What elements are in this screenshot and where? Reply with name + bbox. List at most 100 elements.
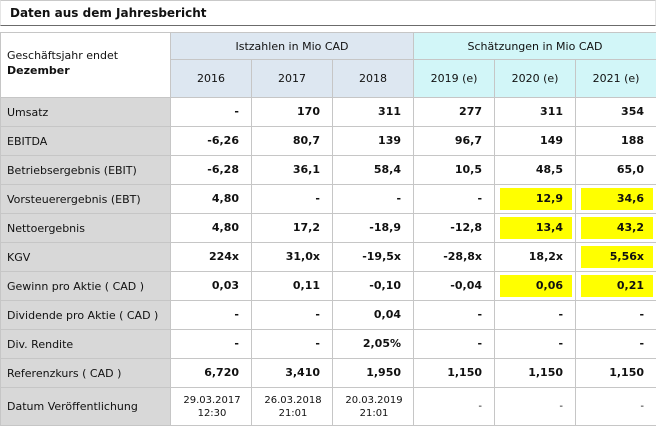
value-cell: - — [494, 300, 577, 330]
years-row: 2016 2017 2018 2019 (e) 2020 (e) 2021 (e… — [1, 59, 656, 98]
cell-value: - — [639, 336, 645, 350]
value-cell: 1,950 — [331, 358, 415, 388]
value-cell: 0,04 — [331, 300, 415, 330]
highlighted-value: 13,4 — [500, 216, 573, 240]
value-cell: 10,5 — [413, 155, 496, 185]
highlighted-value: 5,56x — [581, 245, 654, 269]
cell-value: 29.03.2017 12:30 — [183, 394, 241, 419]
group-header-actuals: Istzahlen in Mio CAD — [169, 32, 415, 60]
cell-value: - — [639, 307, 645, 321]
table-head: Geschäftsjahr endet Dezember Istzahlen i… — [0, 32, 656, 98]
value-cell: 96,7 — [413, 126, 496, 156]
table-row: KGV 224x 31,0x -19,5x -28,8x 18,2x 5,56x — [0, 242, 656, 272]
cell-value: 36,1 — [292, 162, 320, 176]
year-header-2020e: 2020 (e) — [494, 59, 577, 98]
value-cell: -0,04 — [413, 271, 496, 301]
value-cell: -28,8x — [413, 242, 496, 272]
table-row: Nettoergebnis 4,80 17,2 -18,9 -12,8 13,4 43,2 — [0, 213, 656, 243]
row-label: Betriebsergebnis (EBIT) — [0, 155, 171, 185]
value-cell: 18,2x — [494, 242, 577, 272]
cell-value: 31,0x — [285, 249, 320, 263]
group-header-estimates: Schätzungen in Mio CAD — [413, 32, 656, 60]
cell-value: 1,150 — [447, 365, 483, 379]
cell-value: 6,720 — [204, 365, 239, 379]
cell-value: -28,8x — [443, 249, 483, 263]
year-header-2021e: 2021 (e) — [575, 59, 656, 98]
value-cell: - — [413, 300, 496, 330]
value-cell: 149 — [494, 126, 577, 156]
page-title: Daten aus dem Jahresbericht — [0, 0, 656, 26]
cell-value: 188 — [621, 133, 645, 147]
value-cell: 311 — [331, 97, 415, 127]
cell-value: 26.03.2018 21:01 — [264, 394, 322, 419]
value-cell: 354 — [575, 97, 656, 127]
highlighted-value: 12,9 — [500, 187, 573, 211]
value-cell: 0,03 — [170, 271, 252, 301]
value-cell: - — [413, 329, 496, 359]
value-cell: 29.03.2017 12:30 — [170, 387, 252, 426]
value-cell: 0,21 — [575, 271, 656, 301]
cell-value: - — [477, 191, 483, 205]
table-row: Umsatz - 170 311 277 311 354 — [0, 97, 656, 127]
fiscal-year-label-line1: Geschäftsjahr endet — [7, 49, 119, 63]
value-cell: - — [251, 329, 333, 359]
cell-value: 1,950 — [366, 365, 402, 379]
value-cell: 1,150 — [575, 358, 656, 388]
row-label: KGV — [0, 242, 171, 272]
value-cell: 5,56x — [575, 242, 656, 272]
cell-value: 1,150 — [609, 365, 645, 379]
cell-value: 0,03 — [211, 278, 239, 292]
value-cell: 17,2 — [251, 213, 333, 243]
value-cell: - — [575, 300, 656, 330]
value-cell: - — [251, 184, 333, 214]
value-cell: -18,9 — [331, 213, 415, 243]
cell-value: 20.03.2019 21:01 — [345, 394, 403, 419]
financial-table: Geschäftsjahr endet Dezember Istzahlen i… — [0, 32, 656, 426]
value-cell: 36,1 — [251, 155, 333, 185]
value-cell: 224x — [170, 242, 252, 272]
table-row: EBITDA -6,26 80,7 139 96,7 149 188 — [0, 126, 656, 156]
cell-value: 224x — [208, 249, 239, 263]
value-cell: 188 — [575, 126, 656, 156]
year-header-2016: 2016 — [170, 59, 252, 98]
highlighted-value: 34,6 — [581, 187, 654, 211]
value-cell: - — [413, 387, 496, 426]
cell-value: - — [478, 401, 483, 412]
year-header-2019e: 2019 (e) — [413, 59, 496, 98]
cell-value: - — [477, 336, 483, 350]
cell-value: - — [477, 307, 483, 321]
table-row: Vorsteuerergebnis (EBT) 4,80 - - - 12,9 34,6 — [0, 184, 656, 214]
value-cell: 12,9 — [494, 184, 577, 214]
value-cell: - — [170, 97, 252, 127]
row-label: Referenzkurs ( CAD ) — [0, 358, 171, 388]
value-cell: 4,80 — [170, 213, 252, 243]
cell-value: 96,7 — [454, 133, 483, 147]
row-label: EBITDA — [0, 126, 171, 156]
value-cell: 43,2 — [575, 213, 656, 243]
group-header-row: Geschäftsjahr endet Dezember Istzahlen i… — [0, 32, 656, 98]
table-row: Div. Rendite - - 2,05% - - - — [0, 329, 656, 359]
value-cell: 6,720 — [170, 358, 252, 388]
cell-value: -18,9 — [369, 220, 402, 234]
cell-value: 10,5 — [454, 162, 483, 176]
cell-value: 2,05% — [362, 336, 402, 350]
value-cell: - — [170, 329, 252, 359]
cell-value: -6,28 — [207, 162, 239, 176]
table-row: Dividende pro Aktie ( CAD ) - - 0,04 - - - — [0, 300, 656, 330]
row-label: Vorsteuerergebnis (EBT) — [0, 184, 171, 214]
cell-value: -0,10 — [369, 278, 402, 292]
cell-value: - — [315, 307, 320, 321]
cell-value: - — [234, 336, 239, 350]
cell-value: - — [558, 307, 564, 321]
cell-value: 0,11 — [292, 278, 320, 292]
value-cell: 34,6 — [575, 184, 656, 214]
value-cell: - — [575, 329, 656, 359]
value-cell: 311 — [494, 97, 577, 127]
cell-value: 170 — [297, 104, 320, 118]
highlighted-value: 0,21 — [581, 274, 654, 298]
cell-value: 311 — [378, 104, 402, 118]
value-cell: 0,11 — [251, 271, 333, 301]
cell-value: 17,2 — [292, 220, 320, 234]
cell-value: -0,04 — [450, 278, 483, 292]
